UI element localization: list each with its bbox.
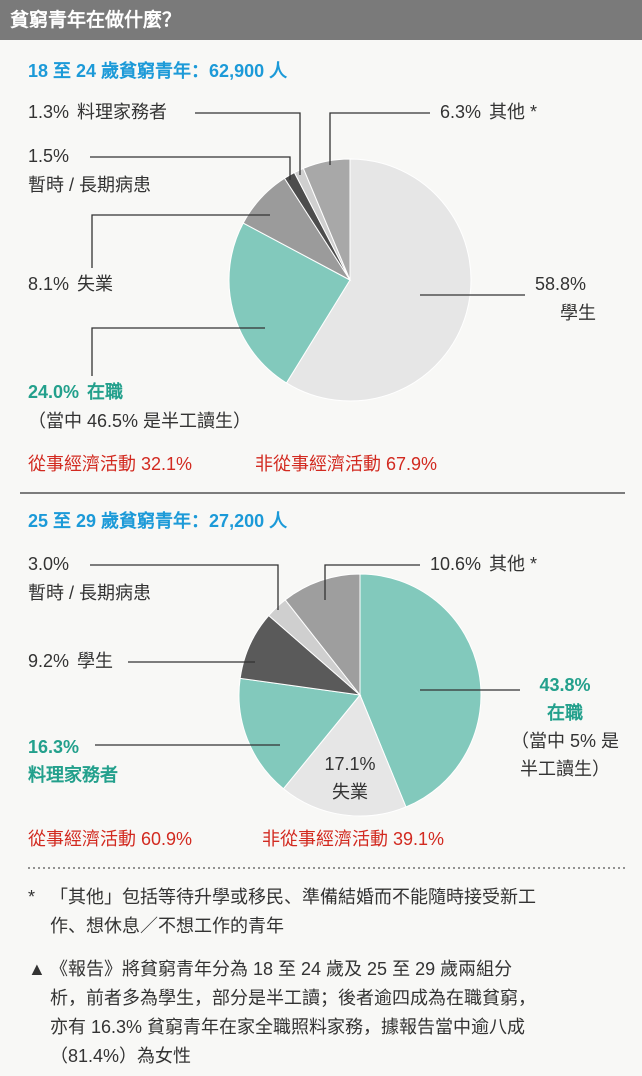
footnote-line: 亦有 16.3% 貧窮青年在家全職照料家務，據報告當中逾八成	[50, 1017, 525, 1037]
pie-slice	[284, 573, 361, 697]
pie-slice	[282, 694, 407, 817]
pie-slice	[285, 158, 472, 402]
footnote-line: 析，前者多為學生，部分是半工讀；後者逾四成為在職貧窮，	[50, 988, 536, 1008]
activity-label: 非從事經濟活動 67.9%	[255, 454, 437, 474]
footnote-line: 《報告》將貧窮青年分為 18 至 24 歲及 25 至 29 歲兩組分	[50, 959, 512, 979]
leader-line	[90, 564, 279, 610]
slice-label: 10.6% 其他 *	[430, 554, 537, 574]
header-bar	[0, 0, 642, 40]
category-label: 暫時 / 長期病患	[28, 175, 151, 195]
category-label: 在職	[87, 381, 123, 402]
value-label: 1.3%	[28, 102, 69, 122]
annotation: （當中 5% 是	[511, 731, 619, 751]
category-label: 其他 *	[489, 102, 537, 122]
activity-label: 從事經濟活動 32.1%	[28, 454, 192, 474]
category-label: 料理家務者	[77, 102, 167, 122]
annotation: 半工讀生）	[520, 759, 610, 779]
category-label: 失業	[332, 782, 368, 802]
slice-label: 24.0% 在職	[28, 381, 123, 402]
value-label: 9.2%	[28, 651, 69, 671]
leader-line	[195, 112, 301, 175]
category-label: 暫時 / 長期病患	[28, 583, 151, 603]
category-label: 其他 *	[489, 554, 537, 574]
value-label: 3.0%	[28, 554, 69, 574]
slice-label: 9.2% 學生	[28, 651, 113, 671]
category-label: 在職	[547, 702, 583, 723]
value-label: 1.5%	[28, 146, 69, 166]
footnote-marker: *	[28, 887, 35, 907]
category-label: 失業	[77, 274, 113, 294]
activity-label: 從事經濟活動 60.9%	[28, 829, 192, 849]
leader-line	[324, 564, 420, 600]
slice-label: 6.3% 其他 *	[440, 102, 537, 122]
footnote-marker: ▲	[28, 959, 46, 979]
category-label: 料理家務者	[28, 764, 118, 785]
slice-label: 8.1% 失業	[28, 274, 113, 294]
annotation: （當中 46.5% 是半工讀生）	[28, 411, 251, 431]
footnote-line: （81.4%）為女性	[50, 1046, 191, 1066]
pie-slice	[238, 677, 361, 790]
chart-subtitle: 25 至 29 歲貧窮青年：27,200 人	[28, 510, 288, 531]
value-label: 17.1%	[324, 754, 375, 774]
pie-slice	[228, 222, 351, 384]
value-label: 58.8%	[535, 274, 586, 294]
category-label: 學生	[560, 303, 596, 323]
leader-line	[91, 327, 265, 376]
pie-slice	[302, 158, 351, 281]
header-title: 貧窮青年在做什麼？	[10, 8, 181, 31]
footnote-line: 作、想休息／不想工作的青年	[50, 916, 284, 936]
value-label: 43.8%	[539, 675, 590, 695]
value-label: 24.0%	[28, 382, 79, 402]
category-label: 學生	[77, 651, 113, 671]
value-label: 16.3%	[28, 737, 79, 757]
footnote-line: 「其他」包括等待升學或移民、準備結婚而不能隨時接受新工	[50, 887, 536, 907]
chart-subtitle: 18 至 24 歲貧窮青年：62,900 人	[28, 60, 288, 81]
activity-label: 非從事經濟活動 39.1%	[262, 829, 444, 849]
leader-line	[329, 112, 430, 165]
leader-line	[90, 156, 291, 180]
value-label: 8.1%	[28, 274, 69, 294]
leader-line	[91, 214, 270, 268]
value-label: 6.3%	[440, 102, 481, 122]
slice-label: 1.3% 料理家務者	[28, 102, 167, 122]
value-label: 10.6%	[430, 554, 481, 574]
